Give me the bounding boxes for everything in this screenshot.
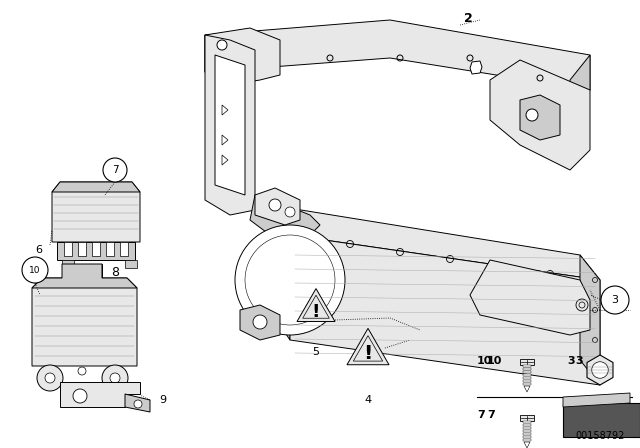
Text: 10: 10 [477,356,492,366]
Text: 10: 10 [487,356,502,366]
Polygon shape [215,55,245,195]
Text: 7: 7 [112,165,118,175]
Polygon shape [205,20,590,90]
Polygon shape [57,242,135,260]
Polygon shape [60,382,140,407]
Text: 9: 9 [159,395,166,405]
Polygon shape [523,374,531,376]
Text: 4: 4 [364,395,372,405]
Polygon shape [52,182,140,192]
Polygon shape [125,394,150,412]
Polygon shape [470,61,482,74]
Text: 2: 2 [463,12,472,25]
Polygon shape [520,415,534,421]
Polygon shape [523,439,531,441]
Text: !: ! [312,303,320,321]
Text: 00158792: 00158792 [575,431,625,441]
Polygon shape [523,371,531,373]
Circle shape [134,400,142,408]
Polygon shape [580,255,600,385]
Polygon shape [490,60,590,170]
Polygon shape [250,195,320,240]
Text: 10: 10 [29,266,41,275]
Polygon shape [240,305,280,340]
Polygon shape [290,235,600,385]
Circle shape [45,373,55,383]
Text: 3: 3 [567,356,575,366]
Circle shape [269,199,281,211]
Circle shape [592,362,608,378]
Polygon shape [347,328,389,365]
Polygon shape [523,424,531,426]
Polygon shape [92,242,100,256]
Polygon shape [297,289,335,322]
Polygon shape [520,359,534,365]
Circle shape [22,257,48,283]
Circle shape [37,365,63,391]
Polygon shape [520,95,560,140]
Polygon shape [32,264,137,288]
Polygon shape [563,393,630,407]
Polygon shape [523,433,531,435]
Circle shape [235,225,345,335]
Text: 1: 1 [620,296,628,309]
Circle shape [217,40,227,50]
Circle shape [253,315,267,329]
Polygon shape [570,55,590,115]
Polygon shape [523,380,531,382]
Polygon shape [523,365,531,367]
Text: 6: 6 [35,245,42,255]
Polygon shape [523,383,531,385]
Polygon shape [523,377,531,379]
Polygon shape [270,205,290,340]
Circle shape [526,109,538,121]
Text: 3: 3 [575,356,582,366]
Circle shape [73,389,87,403]
Text: !: ! [364,345,372,363]
Circle shape [601,286,629,314]
Polygon shape [563,403,640,437]
Polygon shape [523,368,531,370]
Polygon shape [52,182,140,242]
Polygon shape [215,45,228,68]
Polygon shape [106,242,114,256]
Polygon shape [255,188,300,225]
Polygon shape [470,260,590,335]
Polygon shape [523,427,531,429]
Polygon shape [205,28,280,85]
Polygon shape [62,260,74,268]
Text: 5: 5 [312,347,319,357]
Polygon shape [120,242,128,256]
Circle shape [110,373,120,383]
Polygon shape [523,421,531,423]
Circle shape [103,158,127,182]
Polygon shape [62,264,102,278]
Polygon shape [205,35,255,215]
Circle shape [78,367,86,375]
Polygon shape [587,355,613,385]
Text: 8: 8 [111,266,119,279]
Polygon shape [523,436,531,438]
Polygon shape [64,242,72,256]
Circle shape [285,207,295,217]
Circle shape [102,365,128,391]
Text: 7: 7 [477,410,484,420]
Polygon shape [523,430,531,432]
Polygon shape [32,278,137,366]
Polygon shape [270,205,600,280]
Polygon shape [125,260,137,268]
Text: 7: 7 [487,410,495,420]
Text: 3: 3 [611,295,618,305]
Polygon shape [78,242,86,256]
